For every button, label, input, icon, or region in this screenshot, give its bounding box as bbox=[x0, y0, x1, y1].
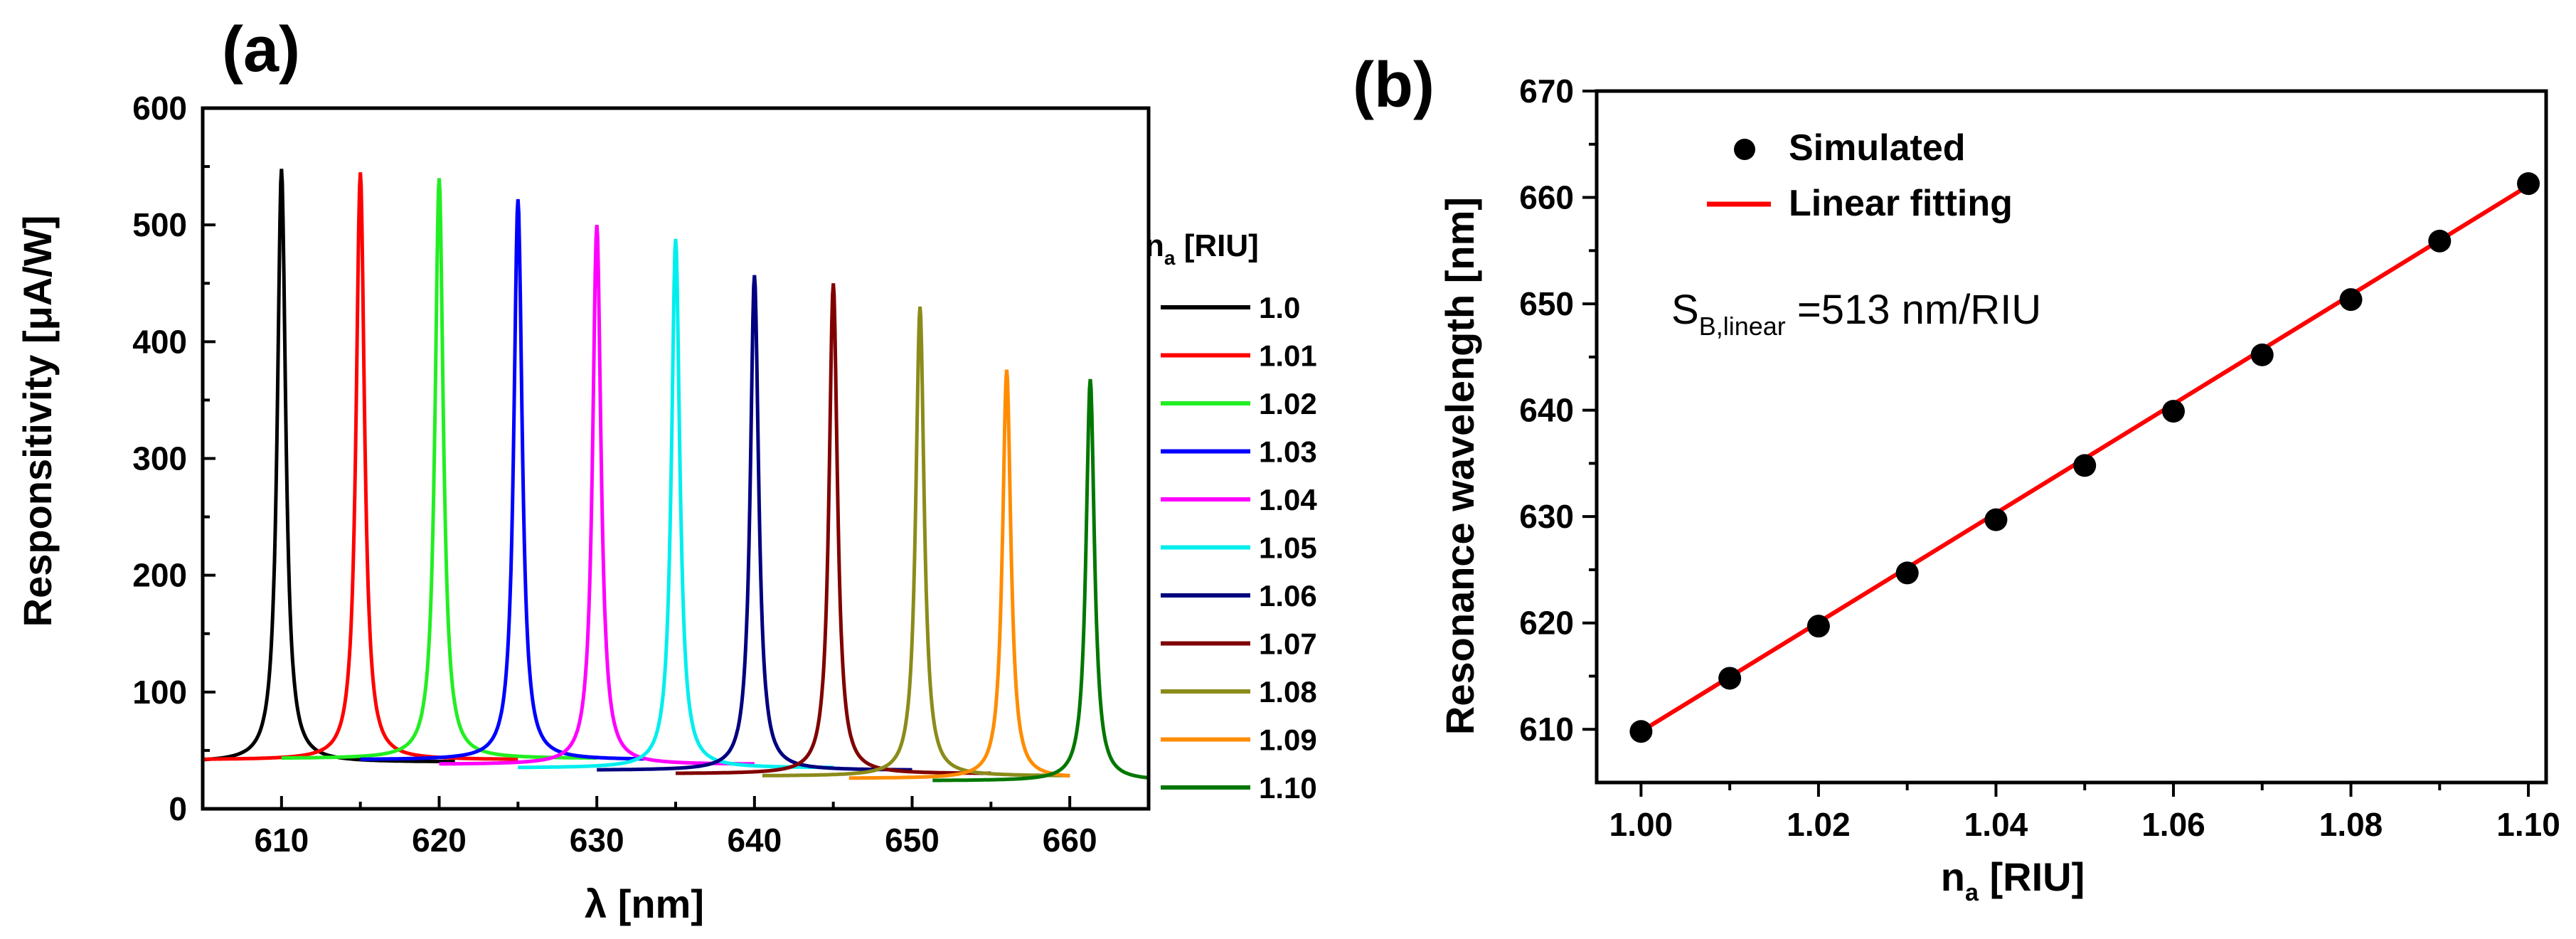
panel-a-curve-1_03 bbox=[360, 198, 644, 761]
panel-b-plot-frame bbox=[1595, 89, 2548, 785]
panel-b-data-point bbox=[2250, 343, 2274, 366]
panel-a-legend-label: 1.06 bbox=[1259, 579, 1317, 612]
panel-b-x-tick-label: 1.02 bbox=[1787, 806, 1851, 843]
panel-a-x-tick-label: 620 bbox=[412, 822, 467, 859]
panel-b-annotation-sub: B,linear bbox=[1699, 312, 1786, 341]
panel-a-legend-title-unit: [RIU] bbox=[1175, 228, 1258, 263]
panel-a-legend-label: 1.03 bbox=[1259, 435, 1317, 469]
panel-a-y-tick-label: 100 bbox=[132, 674, 187, 711]
panel-a-x-axis-title: λ [nm] bbox=[585, 881, 704, 926]
panel-b-legend-label-fit: Linear fitting bbox=[1789, 183, 2013, 224]
panel-b-points bbox=[1629, 172, 2540, 743]
panel-a-y-tick-label: 300 bbox=[132, 440, 187, 477]
panel-b-legend-label-simulated: Simulated bbox=[1789, 127, 1966, 169]
panel-b-y-axis-title: Resonance wavelength [nm] bbox=[1437, 197, 1482, 735]
panel-a-curve-1_04 bbox=[439, 225, 755, 766]
panel-a-legend-title: na [RIU] bbox=[1145, 228, 1259, 269]
panel-a-x-tick-label: 640 bbox=[727, 822, 782, 859]
panel-b-data-point bbox=[2428, 229, 2452, 253]
panel-a-y-tick-label: 500 bbox=[132, 206, 187, 243]
panel-b-data-point bbox=[2161, 400, 2185, 423]
panel-b-data-point bbox=[2517, 172, 2540, 196]
panel-b-data-point bbox=[1806, 615, 1830, 638]
panel-b-data-point bbox=[1895, 561, 1919, 585]
panel-b-data-point bbox=[1629, 720, 1653, 743]
panel-b-y-tick-label: 620 bbox=[1519, 605, 1574, 642]
panel-a-legend-label: 1.04 bbox=[1259, 483, 1317, 516]
panel-a-curve-1_02 bbox=[281, 178, 597, 760]
panel-a-curve-1_10 bbox=[932, 378, 1149, 782]
panel-a-curve-1_0 bbox=[203, 169, 455, 764]
panel-a-curve-1_08 bbox=[762, 306, 1070, 778]
panel-a-legend-title-sub: a bbox=[1164, 247, 1176, 269]
panel-b-y-tick-label: 610 bbox=[1519, 711, 1574, 748]
panel-a-curve-1_06 bbox=[597, 275, 912, 772]
panel-a-y-tick-label: 600 bbox=[132, 90, 187, 127]
panel-b-x-tick-label: 1.00 bbox=[1609, 806, 1673, 843]
panel-a-legend-label: 1.10 bbox=[1259, 771, 1317, 805]
panel-b-x-tick-label: 1.08 bbox=[2319, 806, 2383, 843]
panel-a-legend-label: 1.02 bbox=[1259, 387, 1317, 420]
panel-a-legend-label: 1.09 bbox=[1259, 723, 1317, 757]
panel-a-legend: na [RIU] 1.0 1.01 1.02 1.03 1.04 1.05 1.06 1.07… bbox=[1145, 228, 1317, 805]
panel-a-y-tick-label: 200 bbox=[132, 557, 187, 594]
panel-a-ticks: 610 620 630 640 650 660 0 100 200 300 400 500 600 bbox=[132, 90, 1097, 859]
panel-b: (b) Resonance wavelength [nm] na [RIU] 1… bbox=[1353, 50, 2560, 906]
panel-a-y-tick-label: 0 bbox=[169, 790, 187, 827]
panel-b-y-tick-label: 660 bbox=[1519, 179, 1574, 216]
panel-b-x-axis-title-unit: [RIU] bbox=[1979, 854, 2085, 899]
panel-a-legend-label: 1.01 bbox=[1259, 339, 1317, 373]
panel-b-y-tick-label: 650 bbox=[1519, 285, 1574, 322]
panel-b-legend: Simulated Linear fitting bbox=[1707, 127, 2013, 224]
panel-b-x-axis-title-sub: a bbox=[1965, 879, 1979, 906]
panel-b-label: (b) bbox=[1353, 50, 1435, 121]
panel-a-legend-label: 1.07 bbox=[1259, 627, 1317, 661]
panel-b-data-point bbox=[1718, 667, 1742, 690]
panel-b-x-tick-label: 1.10 bbox=[2496, 806, 2560, 843]
panel-a-legend-label: 1.0 bbox=[1259, 291, 1300, 324]
panel-b-y-tick-label: 630 bbox=[1519, 498, 1574, 535]
panel-a-label: (a) bbox=[222, 14, 300, 85]
panel-b-data-point bbox=[2339, 288, 2363, 312]
panel-b-legend-marker-simulated bbox=[1734, 139, 1755, 160]
panel-a-x-tick-label: 630 bbox=[570, 822, 624, 859]
panel-b-annotation-rest: =513 nm/RIU bbox=[1786, 287, 2041, 333]
panel-a-x-tick-label: 650 bbox=[885, 822, 940, 859]
panel-a-curve-1_07 bbox=[676, 283, 991, 775]
panel-b-annotation-main: S bbox=[1671, 287, 1699, 333]
panel-a-curve-1_05 bbox=[518, 238, 834, 770]
panel-a-curve-1_01 bbox=[203, 172, 518, 761]
panel-b-x-axis-title: na [RIU] bbox=[1941, 854, 2085, 906]
panel-a-curves bbox=[203, 169, 1149, 782]
panel-b-x-tick-label: 1.04 bbox=[1964, 806, 2028, 843]
panel-b-y-tick-label: 640 bbox=[1519, 392, 1574, 429]
panel-b-sensitivity-annotation: SB,linear =513 nm/RIU bbox=[1671, 287, 2041, 341]
panel-a-legend-title-main: n bbox=[1145, 228, 1164, 263]
panel-b-x-axis-title-main: n bbox=[1941, 854, 1965, 899]
panel-b-y-tick-label: 670 bbox=[1519, 73, 1574, 110]
panel-b-data-point bbox=[1984, 508, 2008, 531]
panel-b-ticks: 1.00 1.02 1.04 1.06 1.08 1.10 610 620 630 640 650 6… bbox=[1519, 73, 2560, 843]
panel-a-y-tick-label: 400 bbox=[132, 323, 187, 360]
panel-a-x-tick-label: 660 bbox=[1043, 822, 1097, 859]
panel-b-data-point bbox=[2073, 454, 2097, 477]
panel-a-curve-1_09 bbox=[848, 369, 1070, 780]
panel-a-legend-label: 1.08 bbox=[1259, 675, 1317, 709]
panel-a-y-axis-title: Responsitivity [μA/W] bbox=[15, 216, 60, 627]
panel-a: (a) Responsitivity [μA/W] λ [nm] 610 620 6… bbox=[15, 14, 1317, 926]
panel-b-x-tick-label: 1.06 bbox=[2141, 806, 2205, 843]
panel-a-plot-frame bbox=[201, 106, 1151, 811]
panel-a-legend-label: 1.05 bbox=[1259, 531, 1317, 565]
panel-a-x-tick-label: 610 bbox=[254, 822, 309, 859]
